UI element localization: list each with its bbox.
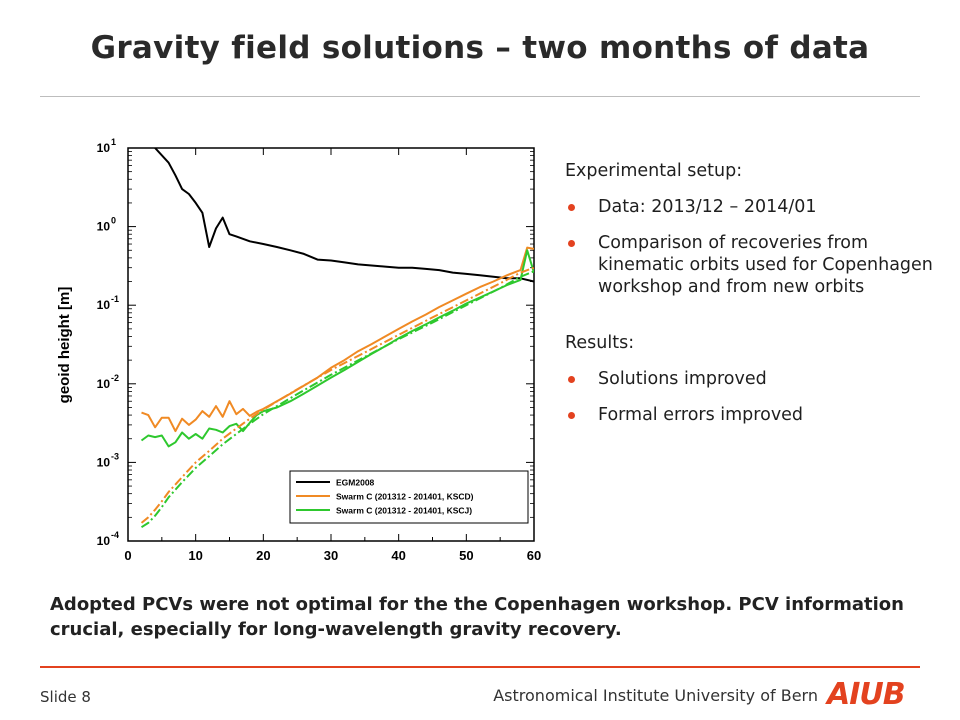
y-tick-label: 10 xyxy=(97,455,111,469)
x-tick-label: 60 xyxy=(527,548,541,563)
experimental-setup-panel: Experimental setup: Data: 2013/12 – 2014… xyxy=(565,160,945,460)
results-item: Solutions improved xyxy=(565,368,945,390)
y-tick-exponent: -1 xyxy=(111,294,119,304)
slide-number: Slide 8 xyxy=(40,688,91,706)
legend-label: Swarm C (201312 - 201401, KSCD) xyxy=(336,492,474,502)
legend-label: EGM2008 xyxy=(336,478,375,488)
x-tick-label: 20 xyxy=(256,548,270,563)
series-line-swarm-c-201312-201401-kscj xyxy=(140,249,534,448)
x-tick-label: 40 xyxy=(391,548,405,563)
chart-legend: EGM2008 Swarm C (201312 - 201401, KSCD) Sw… xyxy=(289,470,529,524)
title-divider xyxy=(40,96,920,97)
setup-heading: Experimental setup: xyxy=(565,161,743,181)
y-tick-label: 10 xyxy=(97,220,111,234)
y-tick-exponent: -4 xyxy=(111,530,119,540)
y-axis-label: geoid height [m] xyxy=(56,287,73,404)
bullet-icon xyxy=(568,412,575,419)
setup-item: Comparison of recoveries from kinematic … xyxy=(565,232,945,298)
chart-series xyxy=(140,148,534,529)
x-tick-label: 10 xyxy=(188,548,202,563)
conclusion-text: Adopted PCVs were not optimal for the th… xyxy=(50,594,904,640)
results-heading: Results: xyxy=(565,333,635,353)
setup-item-text: Comparison of recoveries from kinematic … xyxy=(598,233,933,297)
y-tick-label: 10 xyxy=(97,377,111,391)
setup-list: Data: 2013/12 – 2014/01 Comparison of re… xyxy=(565,196,945,298)
x-tick-label: 50 xyxy=(459,548,473,563)
bullet-icon xyxy=(568,240,575,247)
results-item-text: Solutions improved xyxy=(598,369,767,389)
y-tick-exponent: 0 xyxy=(111,216,116,226)
legend-label: Swarm C (201312 - 201401, KSCJ) xyxy=(336,506,472,516)
results-item-text: Formal errors improved xyxy=(598,405,804,425)
y-tick-exponent: -3 xyxy=(111,451,119,461)
results-item: Formal errors improved xyxy=(565,404,945,426)
y-tick-label: 10 xyxy=(97,141,111,155)
series-line-egm2008 xyxy=(154,148,534,283)
y-tick-label: 10 xyxy=(97,298,111,312)
institute-name: Astronomical Institute University of Ber… xyxy=(493,686,818,705)
y-tick-label: 10 xyxy=(97,534,111,548)
y-tick-exponent: -2 xyxy=(111,373,119,383)
setup-item-text: Data: 2013/12 – 2014/01 xyxy=(598,197,817,217)
bullet-icon xyxy=(568,204,575,211)
x-tick-label: 0 xyxy=(124,548,131,563)
slide-title: Gravity field solutions – two months of … xyxy=(90,30,870,66)
results-list: Solutions improved Formal errors improve… xyxy=(565,368,945,426)
x-tick-label: 30 xyxy=(324,548,338,563)
bullet-icon xyxy=(568,376,575,383)
setup-item: Data: 2013/12 – 2014/01 xyxy=(565,196,945,218)
y-tick-exponent: 1 xyxy=(111,137,116,147)
aiub-logo: AIUB xyxy=(827,677,906,712)
footer-divider xyxy=(40,666,920,668)
